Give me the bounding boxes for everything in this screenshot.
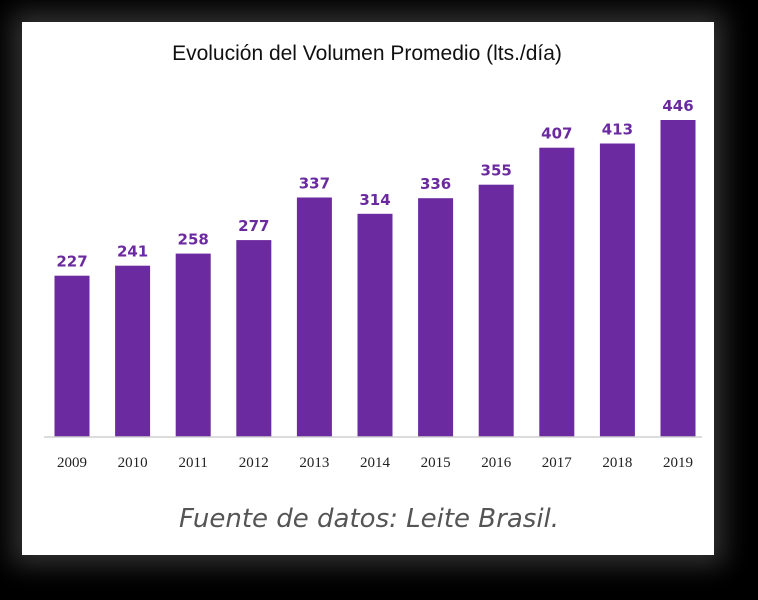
- x-tick-2010: 2010: [118, 455, 148, 471]
- bar-2018: [599, 143, 635, 437]
- bar-2012: [236, 240, 272, 437]
- value-labels: 227 241 258 277 337 314 336 355 407 413 446: [56, 97, 693, 271]
- bar-2017: [539, 147, 575, 437]
- bar-2013: [296, 197, 332, 437]
- bar-2015: [418, 198, 454, 437]
- bar-2016: [478, 184, 514, 437]
- bar-2019: [660, 120, 696, 437]
- chart-card: Evolución del Volumen Promedio (lts./día…: [22, 22, 714, 555]
- value-label-2011: 258: [178, 231, 209, 249]
- value-label-2012: 277: [238, 217, 269, 235]
- value-label-2016: 355: [481, 162, 512, 180]
- x-tick-2013: 2013: [299, 455, 329, 471]
- x-tick-2015: 2015: [421, 455, 451, 471]
- bar-2010: [115, 265, 151, 437]
- bar-2009: [54, 275, 90, 437]
- value-label-2018: 413: [602, 121, 633, 139]
- x-tick-2019: 2019: [663, 455, 693, 471]
- x-tick-2014: 2014: [360, 455, 391, 471]
- bar-2011: [175, 253, 211, 437]
- x-tick-2018: 2018: [602, 455, 632, 471]
- chart-title: Evolución del Volumen Promedio (lts./día…: [172, 42, 562, 65]
- x-tick-labels: 2009 2010 2011 2012 2013 2014 2015 2016 2017 2018…: [57, 455, 693, 471]
- value-label-2010: 241: [117, 243, 148, 261]
- bars: [54, 120, 696, 437]
- value-label-2019: 446: [662, 97, 693, 115]
- value-label-2017: 407: [541, 125, 572, 143]
- bar-2014: [357, 213, 393, 437]
- x-tick-2011: 2011: [178, 455, 207, 471]
- bar-chart: Evolución del Volumen Promedio (lts./día…: [44, 42, 702, 534]
- x-tick-2016: 2016: [481, 455, 512, 471]
- x-tick-2009: 2009: [57, 455, 87, 471]
- value-label-2009: 227: [56, 253, 87, 271]
- value-label-2015: 336: [420, 175, 451, 193]
- x-tick-2017: 2017: [542, 455, 573, 471]
- value-label-2013: 337: [299, 175, 330, 193]
- x-tick-2012: 2012: [239, 455, 269, 471]
- source-note: Fuente de datos: Leite Brasil.: [179, 504, 559, 534]
- value-label-2014: 314: [359, 191, 390, 209]
